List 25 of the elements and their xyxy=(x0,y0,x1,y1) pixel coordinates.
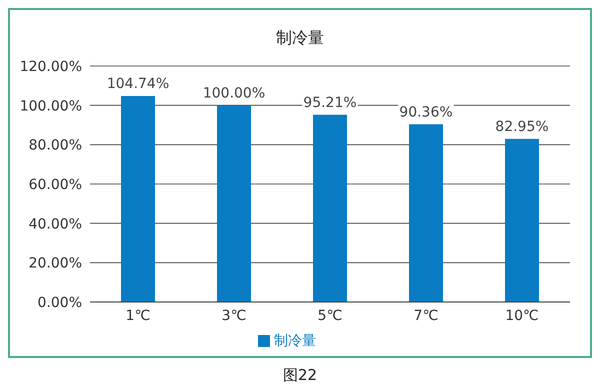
bar xyxy=(505,138,539,302)
bar xyxy=(121,96,155,302)
data-label: 104.74% xyxy=(106,76,170,92)
y-tick-label: 0.00% xyxy=(38,294,82,311)
y-tick-label: 120.00% xyxy=(20,58,82,75)
x-tick-label: 10℃ xyxy=(505,308,539,324)
caption: 图22 xyxy=(282,366,318,385)
data-label: 95.21% xyxy=(303,94,357,111)
legend-label: 制冷量 xyxy=(274,333,316,349)
data-label: 90.36% xyxy=(399,104,453,120)
y-tick-label: 100.00% xyxy=(20,98,82,114)
x-tick-label: 1℃ xyxy=(126,308,150,324)
y-tick-label: 40.00% xyxy=(28,216,82,232)
data-label: 100.00% xyxy=(202,85,266,102)
x-tick-label: 5℃ xyxy=(318,308,342,324)
y-tick-label: 20.00% xyxy=(28,256,82,272)
y-tick-label: 80.00% xyxy=(28,138,82,154)
data-label: 82.95% xyxy=(495,118,549,135)
chart-title: 制冷量 xyxy=(275,28,325,49)
bar xyxy=(217,105,251,302)
x-tick-label: 7℃ xyxy=(414,308,438,324)
y-tick-label: 60.00% xyxy=(28,176,82,193)
bar xyxy=(409,124,443,302)
x-tick-label: 3℃ xyxy=(222,308,246,324)
bar xyxy=(313,114,347,302)
